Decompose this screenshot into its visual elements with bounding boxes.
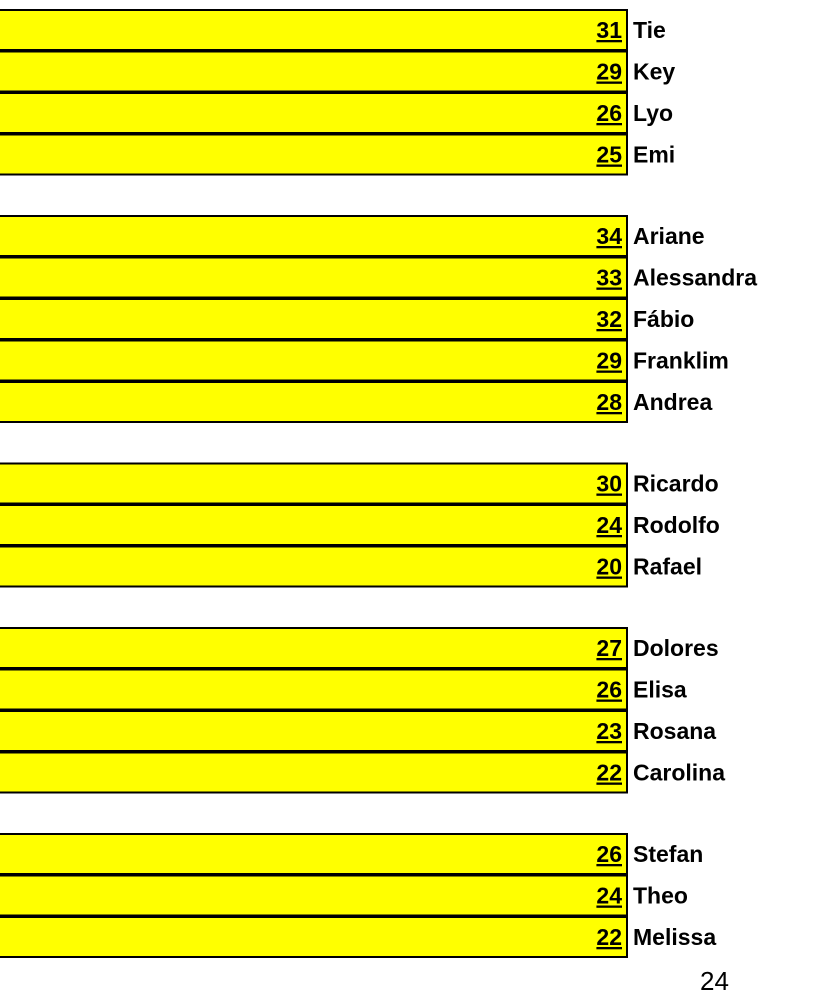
bar-value-rodolfo: 24 [596, 512, 622, 538]
bar-label-ariane: Ariane [633, 223, 705, 249]
bar-value-alessandra: 33 [596, 265, 622, 291]
bar-value-emi: 25 [596, 142, 622, 168]
bar-rosana [0, 710, 629, 752]
bar-label-dolores: Dolores [633, 635, 719, 661]
bar-value-tie: 31 [596, 17, 622, 43]
bar-value-fabio: 32 [596, 306, 622, 332]
bar-label-melissa: Melissa [633, 924, 716, 950]
bar-value-dolores: 27 [596, 635, 622, 661]
bar-key [0, 50, 628, 93]
bar-value-elisa: 26 [596, 677, 622, 703]
bar-value-ariane: 34 [596, 223, 622, 249]
bar-label-franklim: Franklim [633, 348, 729, 374]
bar-group-3: 30 Ricardo 24 Rodolfo 20 Rafael [0, 462, 720, 588]
bar-label-carolina: Carolina [633, 760, 725, 786]
bar-label-ricardo: Ricardo [633, 471, 719, 497]
bar-value-melissa: 22 [596, 924, 622, 950]
bar-emi [0, 133, 628, 176]
bar-label-emi: Emi [633, 142, 675, 168]
bar-group-5: 26 Stefan 24 Theo 22 Melissa [0, 833, 716, 958]
bar-value-andrea: 28 [596, 389, 622, 415]
bar-label-alessandra: Alessandra [633, 265, 757, 291]
bar-label-stefan: Stefan [633, 841, 703, 867]
page-number: 24 [700, 966, 729, 996]
bar-value-ricardo: 30 [596, 471, 622, 497]
bar-fabio [0, 298, 629, 340]
bar-label-tie: Tie [633, 17, 666, 43]
bar-ricardo [0, 462, 628, 505]
bar-group-2: 34 Ariane 33 Alessandra 32 Fábio 29 Franklim 28 A… [0, 215, 757, 423]
bar-label-rafael: Rafael [633, 554, 702, 580]
bar-rafael [0, 545, 628, 588]
bar-alessandra [0, 256, 628, 299]
bar-group-1: 31 Tie 29 Key 26 Lyo 25 Emi [0, 9, 675, 176]
bar-label-lyo: Lyo [633, 100, 673, 126]
bar-value-franklim: 29 [596, 348, 622, 374]
bar-lyo [0, 92, 629, 134]
bar-label-key: Key [633, 59, 675, 85]
bar-ariane [0, 215, 628, 257]
bar-tie [0, 9, 629, 51]
bar-franklim [0, 339, 628, 382]
bar-label-fabio: Fábio [633, 306, 694, 332]
bar-melissa [0, 916, 628, 958]
bar-dolores [0, 627, 628, 669]
bar-value-lyo: 26 [596, 100, 622, 126]
bar-label-rodolfo: Rodolfo [633, 512, 720, 538]
bar-value-theo: 24 [596, 883, 622, 909]
bar-stefan [0, 833, 629, 875]
bar-value-rosana: 23 [596, 718, 622, 744]
bar-value-rafael: 20 [596, 554, 622, 580]
bar-label-andrea: Andrea [633, 389, 712, 415]
bar-theo [0, 874, 628, 917]
bar-value-stefan: 26 [596, 841, 622, 867]
bar-andrea [0, 381, 628, 423]
bar-value-key: 29 [596, 59, 622, 85]
bar-label-elisa: Elisa [633, 677, 687, 703]
bar-group-4: 27 Dolores 26 Elisa 23 Rosana 22 Carolina [0, 627, 725, 794]
bar-elisa [0, 668, 629, 711]
bar-rodolfo [0, 504, 628, 546]
bar-label-theo: Theo [633, 883, 688, 909]
bar-value-carolina: 22 [596, 760, 622, 786]
bar-carolina [0, 751, 628, 794]
bar-label-rosana: Rosana [633, 718, 716, 744]
